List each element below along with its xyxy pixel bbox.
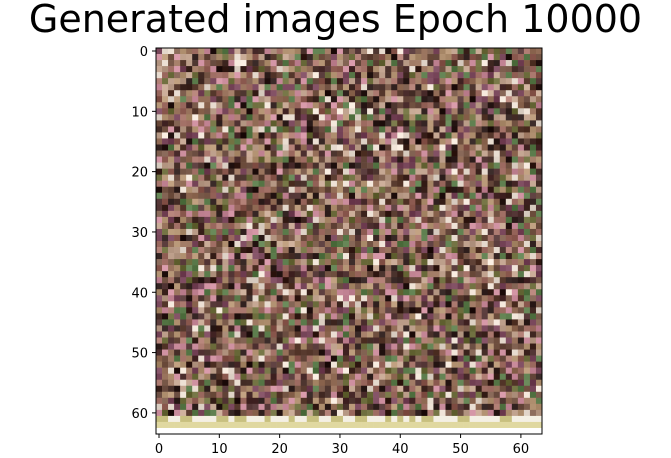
- x-tick-label: 0: [155, 442, 163, 457]
- y-tick-label: 0: [140, 45, 148, 60]
- x-tick-label: 30: [332, 442, 349, 457]
- generated-image: [156, 48, 543, 435]
- y-tick-label: 30: [131, 226, 148, 241]
- x-tick-label: 20: [271, 442, 288, 457]
- y-tick-label: 40: [131, 286, 148, 301]
- x-tick-label: 50: [452, 442, 469, 457]
- y-tick-label: 60: [131, 407, 148, 422]
- x-tick-label: 40: [392, 442, 409, 457]
- figure-title: Generated images Epoch 10000: [28, 0, 643, 41]
- y-tick-label: 10: [131, 105, 148, 120]
- axes-frame: [155, 47, 543, 435]
- x-tick-label: 10: [211, 442, 228, 457]
- y-tick-label: 50: [131, 347, 148, 362]
- y-axis: 0 10 20 30 40 50 60: [131, 45, 156, 422]
- x-axis: 0 10 20 30 40 50 60: [155, 434, 529, 457]
- x-tick-label: 60: [513, 442, 530, 457]
- y-tick-label: 20: [131, 166, 148, 181]
